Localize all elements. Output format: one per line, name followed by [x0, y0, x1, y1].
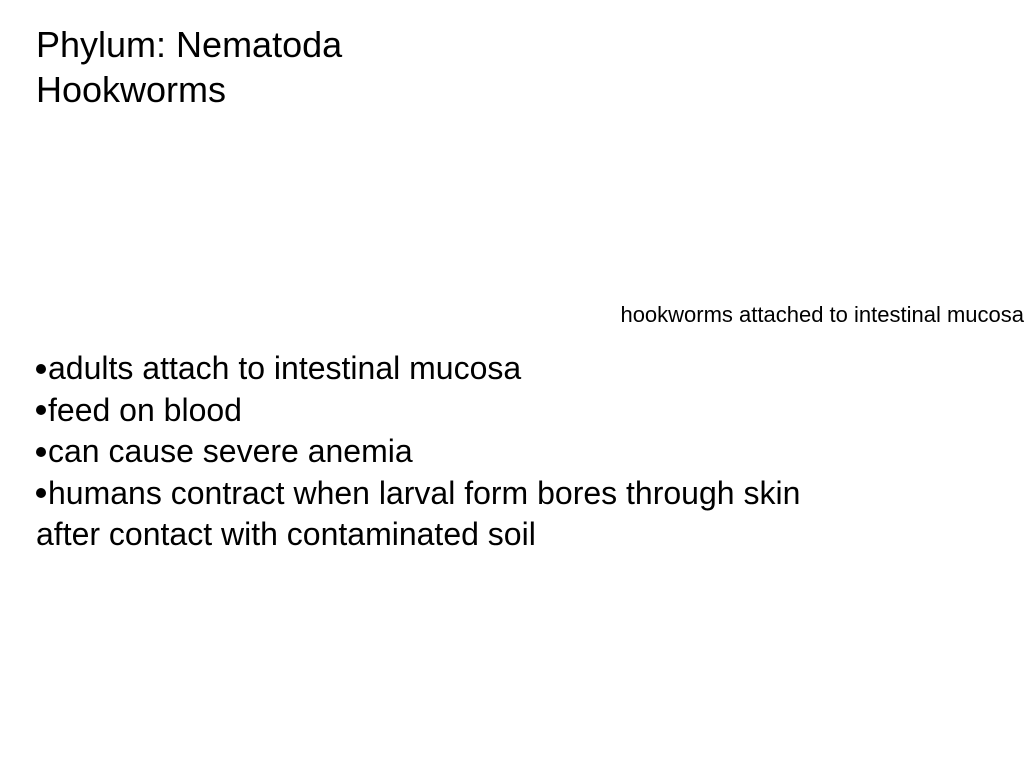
title-block: Phylum: Nematoda Hookworms — [36, 22, 342, 112]
title-line-2: Hookworms — [36, 67, 342, 112]
list-item: humans contract when larval form bores t… — [36, 473, 1014, 515]
bullet-text-continuation: after contact with contaminated soil — [36, 514, 1014, 556]
bullet-icon — [36, 488, 46, 498]
list-item: adults attach to intestinal mucosa — [36, 348, 1014, 390]
slide: Phylum: Nematoda Hookworms hookworms att… — [0, 0, 1024, 768]
list-item: can cause severe anemia — [36, 431, 1014, 473]
bullet-text: feed on blood — [48, 392, 242, 428]
bullet-text: can cause severe anemia — [48, 433, 413, 469]
title-line-1: Phylum: Nematoda — [36, 22, 342, 67]
bullet-text: adults attach to intestinal mucosa — [48, 350, 521, 386]
bullet-text: humans contract when larval form bores t… — [48, 475, 800, 511]
bullet-list: adults attach to intestinal mucosa feed … — [36, 348, 1014, 556]
bullet-icon — [36, 364, 46, 374]
bullet-icon — [36, 447, 46, 457]
image-caption: hookworms attached to intestinal mucosa — [620, 302, 1024, 328]
bullet-icon — [36, 405, 46, 415]
list-item: feed on blood — [36, 390, 1014, 432]
